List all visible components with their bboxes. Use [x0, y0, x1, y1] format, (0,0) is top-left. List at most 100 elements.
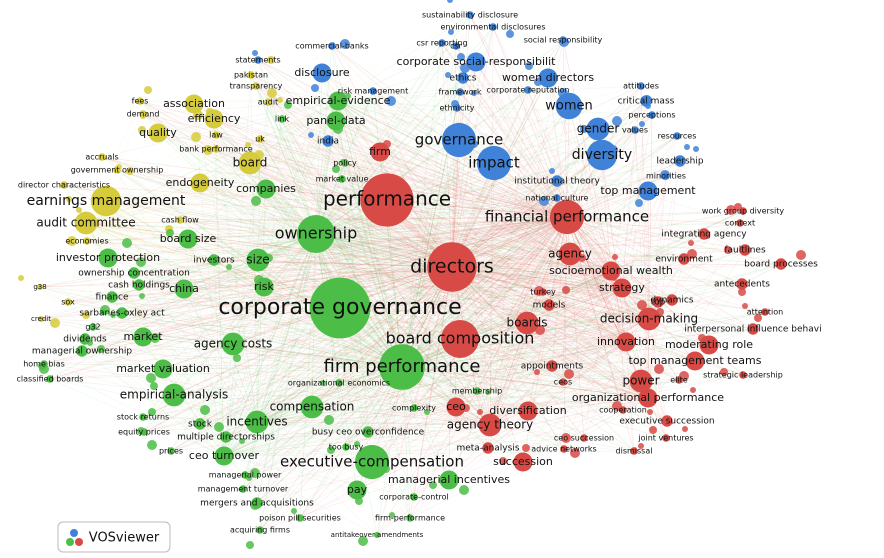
node — [153, 359, 173, 379]
edge — [337, 100, 381, 153]
edge — [401, 318, 650, 368]
edge — [232, 318, 650, 345]
minor-node — [447, 0, 453, 3]
minor-node — [250, 468, 260, 478]
edge — [85, 222, 453, 268]
minor-node — [126, 167, 134, 175]
edge — [39, 286, 491, 426]
edge — [250, 74, 453, 268]
node — [116, 307, 128, 319]
edge — [315, 233, 650, 320]
edge — [249, 162, 403, 368]
edge — [111, 296, 491, 426]
edge — [401, 301, 659, 368]
edge — [566, 105, 570, 218]
edge — [648, 222, 741, 320]
edge — [647, 258, 685, 399]
edge — [250, 74, 612, 272]
edge — [256, 253, 571, 423]
edge — [647, 283, 743, 399]
edge — [451, 266, 754, 330]
edge — [213, 118, 225, 457]
minor-node — [386, 96, 396, 106]
edge — [107, 257, 650, 320]
edge — [215, 148, 258, 423]
logo-box — [57, 521, 171, 553]
node — [466, 11, 474, 19]
edge — [49, 366, 403, 380]
edge — [451, 210, 744, 268]
edge — [223, 180, 558, 457]
edge — [451, 266, 766, 313]
edge — [257, 100, 339, 261]
edge — [223, 74, 252, 457]
node-label: top management — [600, 184, 696, 197]
edge — [259, 138, 403, 368]
edge — [232, 233, 317, 345]
edge — [448, 397, 649, 481]
minor-node — [525, 62, 533, 70]
node-label: board processes — [744, 260, 818, 270]
node — [326, 111, 346, 131]
edge — [331, 45, 453, 268]
edge — [610, 270, 754, 330]
edge — [223, 341, 627, 457]
node-label: dividends — [63, 335, 107, 345]
edge — [566, 216, 673, 301]
edge — [401, 366, 642, 382]
edge — [256, 180, 558, 423]
node — [446, 397, 466, 417]
node — [559, 378, 567, 386]
edge — [199, 100, 339, 184]
edge — [401, 366, 667, 439]
minor-node — [148, 408, 156, 416]
edge — [259, 138, 491, 426]
edge — [223, 374, 744, 457]
edge — [257, 59, 649, 399]
edge — [249, 100, 339, 164]
edge — [315, 233, 743, 285]
node — [739, 207, 747, 215]
edge — [85, 222, 667, 439]
edge — [85, 222, 261, 531]
edge — [85, 222, 668, 422]
edge — [223, 26, 494, 457]
edge — [267, 101, 317, 235]
node — [254, 56, 262, 64]
edge — [621, 287, 668, 422]
node-label: managerial incentives — [388, 473, 510, 486]
edge — [344, 162, 568, 218]
edge — [315, 72, 323, 235]
edge — [183, 266, 453, 290]
edge — [337, 45, 457, 102]
edge — [121, 312, 491, 426]
node-label: risk — [254, 280, 274, 293]
node-label: compensation — [270, 400, 355, 414]
edge — [386, 199, 491, 426]
minor-node — [539, 196, 549, 206]
edge — [244, 366, 403, 476]
edge — [142, 287, 623, 338]
edge — [621, 258, 685, 289]
edge — [85, 139, 460, 224]
edge — [139, 100, 649, 399]
node — [338, 175, 346, 183]
edge — [315, 233, 744, 376]
minor-node — [796, 250, 806, 260]
node — [427, 242, 477, 292]
edge — [43, 363, 491, 426]
node — [252, 82, 260, 90]
edge — [331, 45, 650, 320]
node-label: investors — [193, 256, 234, 266]
edge — [244, 266, 453, 476]
edge — [451, 222, 741, 268]
node — [638, 388, 658, 408]
node — [673, 132, 681, 140]
edge — [462, 77, 568, 218]
minor-node — [139, 293, 145, 299]
edge — [162, 266, 453, 370]
minor-node — [429, 481, 437, 489]
minor-node — [233, 354, 241, 362]
edge — [621, 175, 667, 289]
edge — [242, 366, 403, 490]
